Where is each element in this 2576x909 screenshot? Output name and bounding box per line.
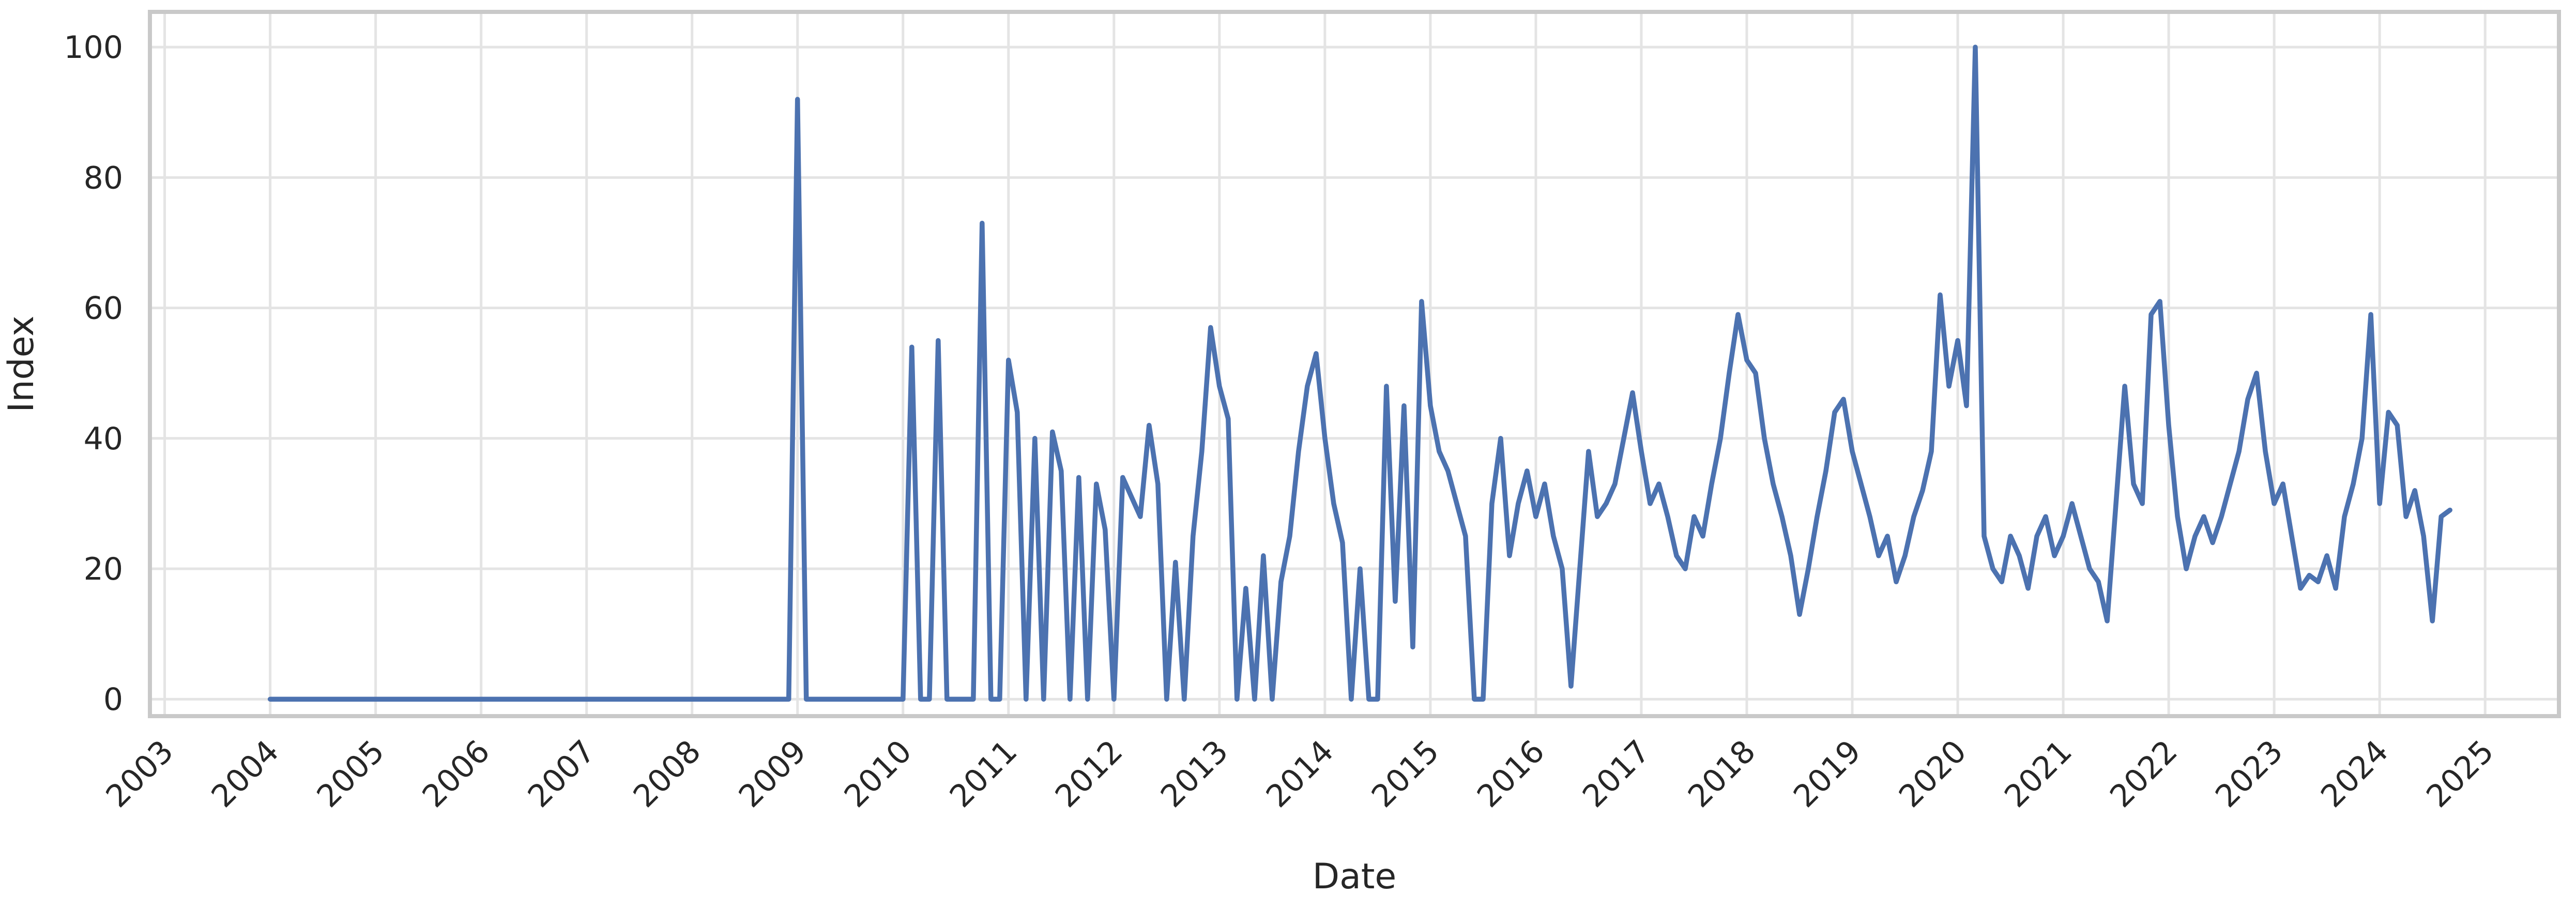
x-tick-label: 2016 [1470, 733, 1551, 814]
x-tick-label: 2025 [2419, 733, 2501, 814]
x-tick-label: 2003 [99, 733, 180, 814]
x-tick-label: 2022 [2103, 733, 2184, 814]
y-axis-label: Index [1, 315, 42, 412]
x-tick-label: 2004 [205, 733, 286, 814]
y-tick-label: 40 [84, 421, 123, 457]
x-tick-label: 2009 [732, 733, 813, 814]
x-tick-label: 2014 [1259, 733, 1340, 814]
x-tick-label: 2005 [310, 733, 391, 814]
x-tick-label: 2013 [1154, 733, 1235, 814]
y-tick-label: 80 [84, 160, 123, 196]
x-axis-tick-labels: 2003 2004 2005 2006 2007 2008 2009 2010 2011 2012… [99, 733, 2501, 814]
index-series-line [267, 44, 2452, 702]
y-axis-tick-labels: 0 20 40 60 80 100 [64, 29, 123, 718]
plot-border [148, 10, 2561, 718]
x-tick-label: 2024 [2314, 733, 2395, 814]
y-tick-label: 60 [84, 291, 123, 327]
x-tick-label: 2010 [837, 733, 919, 814]
x-tick-label: 2006 [416, 733, 497, 814]
x-tick-label: 2007 [521, 733, 602, 814]
x-tick-label: 2019 [1787, 733, 1868, 814]
x-tick-label: 2017 [1576, 733, 1657, 814]
x-tick-label: 2008 [627, 733, 708, 814]
x-tick-label: 2011 [943, 733, 1024, 814]
y-tick-label: 0 [103, 681, 123, 718]
x-tick-label: 2020 [1892, 733, 1973, 814]
x-tick-label: 2015 [1365, 733, 1446, 814]
x-tick-label: 2023 [2208, 733, 2290, 814]
y-tick-label: 20 [84, 551, 123, 587]
index-series [267, 44, 2452, 702]
y-tick-label: 100 [64, 29, 123, 66]
x-tick-label: 2012 [1048, 733, 1130, 814]
gridlines [150, 12, 2559, 716]
x-axis-label: Date [1313, 856, 1397, 897]
x-tick-label: 2018 [1681, 733, 1762, 814]
x-tick-label: 2021 [1998, 733, 2079, 814]
